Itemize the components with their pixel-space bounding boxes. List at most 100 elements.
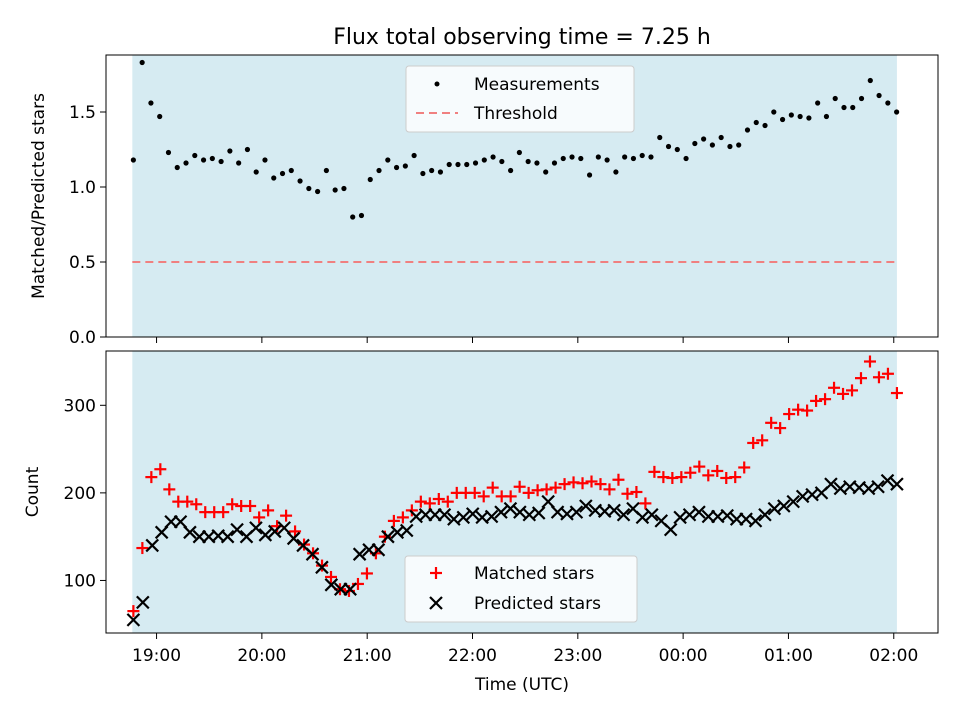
matched-star-point [549,481,562,494]
measurement-point [858,95,865,102]
x-tick-label: 22:00 [448,646,497,666]
matched-star-point [738,461,751,474]
matched-star-point [756,434,769,447]
ratio-panel: 0.0 0.5 1.0 1.5 Matched/Predicted stars Mea… [29,54,939,348]
measurement-point [402,163,408,169]
matched-star-point [414,495,427,508]
measurement-point [876,92,882,99]
measurement-point [718,134,724,141]
matched-star-point [513,480,526,493]
matched-star-point [612,473,625,486]
y-tick-label: 0.0 [69,328,96,348]
measurement-point [894,109,900,115]
measurement-point [867,77,873,84]
matched-star-point [163,483,176,496]
matched-star-point [675,471,688,484]
predicted-star-point [777,499,791,513]
predicted-star-point [249,521,263,535]
measurement-point [341,185,347,192]
measurement-point [174,164,180,171]
measurement-point [209,155,215,162]
predicted-star-point [456,510,471,525]
predicted-star-point [880,473,895,488]
x-tick-label: 23:00 [553,646,602,666]
matched-star-point [621,487,634,500]
measurement-point [429,167,435,174]
matched-star-point [432,493,445,506]
measurement-point [516,149,522,156]
measurement-point [262,157,268,163]
count-panel: 100 200 300 19:00 20:00 21:00 22:00 23:00 00:00… [23,350,939,695]
legend-measurements-label: Measurements [474,75,600,95]
matched-star-point [262,504,275,517]
measurement-point [727,143,733,150]
predicted-star-point [126,613,141,627]
predicted-star-point [220,529,235,544]
matched-star-point [702,469,715,482]
measurement-point [806,115,812,121]
predicted-star-point [503,501,518,516]
predicted-star-point [635,510,650,525]
legend-matched-marker [430,567,442,579]
measurement-point [560,155,566,162]
matched-star-point [289,525,302,538]
predicted-star-point [569,505,584,519]
matched-star-point [747,436,760,449]
predicted-star-point [381,529,395,544]
measurement-points [130,59,900,220]
predicted-stars-points [126,473,904,627]
measurement-point [157,113,163,120]
predicted-star-point [513,505,527,519]
predicted-star-point [531,506,546,520]
matched-star-point [846,384,859,397]
predicted-star-point [616,507,631,522]
predicted-star-point [399,523,414,538]
predicted-star-point [230,522,244,537]
matched-star-point [136,542,149,555]
matched-star-point [477,490,490,503]
measurement-point [779,116,786,123]
legend-predicted-marker [429,596,443,610]
measurement-point [595,154,601,160]
measurement-point [130,157,136,163]
y-tick-label: 100 [64,571,96,591]
predicted-star-point [183,525,197,540]
measurement-point [850,104,856,111]
measurement-point [227,148,233,154]
measurement-point [622,154,628,160]
legend-predicted-label: Predicted stars [474,594,601,614]
predicted-star-point [371,543,386,557]
predicted-star-point [484,509,499,524]
measurement-point [709,142,715,148]
measurement-point [385,157,391,163]
count-y-axis: 100 200 300 [64,396,106,591]
matched-star-point [711,464,724,477]
predicted-star-point [748,514,763,528]
ratio-x-ticks [156,337,895,343]
measurement-point [630,155,637,162]
predicted-star-point [720,508,735,523]
measurement-point [832,95,838,102]
matched-star-point [441,495,454,508]
matched-star-point [594,478,607,491]
y-tick-label: 1.5 [69,103,96,123]
matched-star-point [837,387,850,400]
measurement-point [271,175,277,181]
predicted-star-point [871,479,885,494]
matched-star-point [639,497,652,510]
measurement-point [411,152,417,159]
predicted-star-point [494,505,508,519]
measurement-point [455,161,461,168]
legend-matched-label: Matched stars [474,564,594,584]
predicted-star-point [305,547,320,561]
predicted-star-point [682,507,697,522]
measurement-point [569,154,575,160]
predicted-star-point [824,477,838,491]
matched-star-point [181,495,194,508]
measurement-point [297,178,303,184]
matched-star-point [576,477,589,490]
measurement-point [253,169,259,175]
legend-measurements-marker [434,81,440,87]
matched-star-point [765,416,778,429]
matched-star-point [684,466,697,479]
